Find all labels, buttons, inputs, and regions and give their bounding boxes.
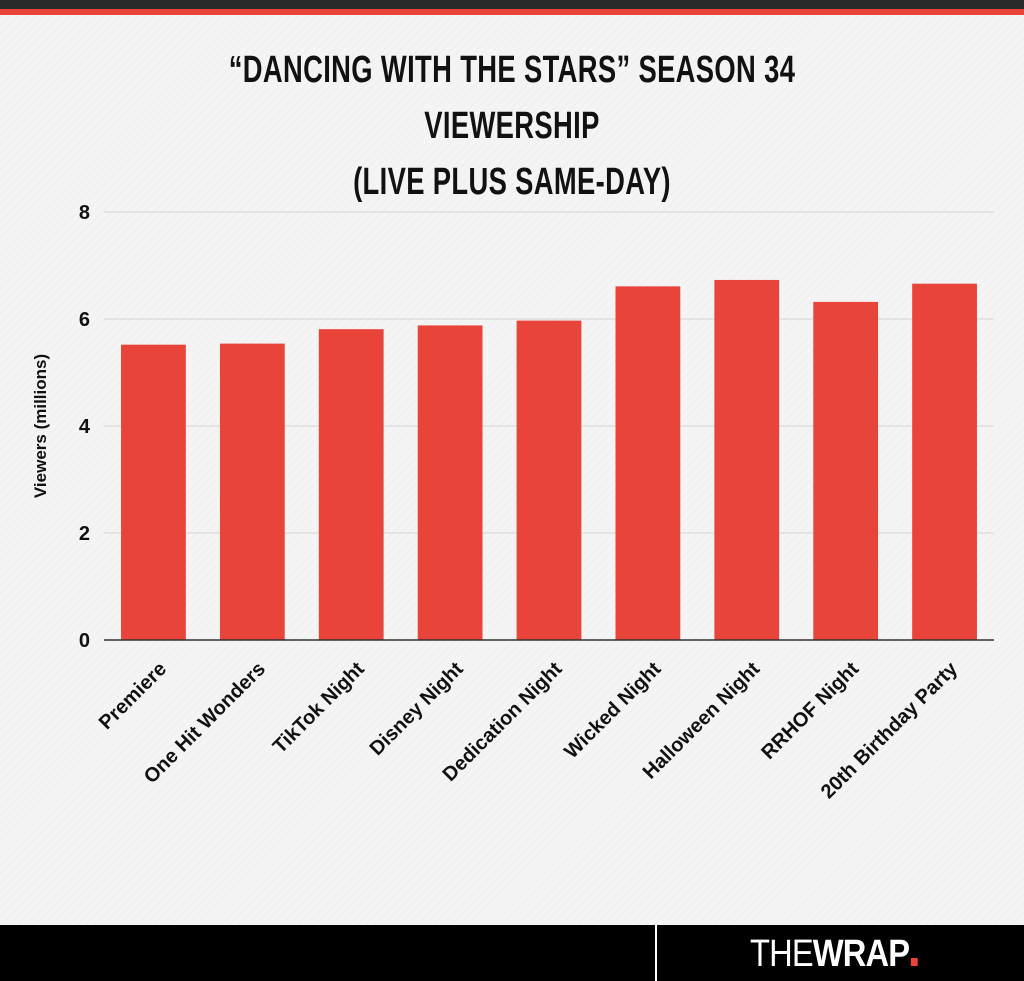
x-tick-label: Disney Night (366, 658, 468, 760)
bar (417, 325, 483, 640)
bar (813, 301, 879, 640)
y-tick-label: 6 (79, 309, 90, 331)
bar (516, 320, 582, 640)
x-tick-label: Wicked Night (560, 658, 665, 763)
bar (219, 343, 285, 640)
y-axis-label: Viewers (millions) (31, 354, 50, 498)
bar (615, 286, 681, 640)
x-tick-label: RRHOF Night (757, 658, 863, 764)
footer-divider (655, 925, 657, 981)
bar (318, 329, 384, 640)
y-tick-label: 0 (79, 630, 90, 652)
thewrap-logo[interactable]: THEWRAP (750, 935, 918, 973)
y-tick-label: 2 (79, 523, 90, 545)
x-tick-label: Premiere (95, 658, 171, 734)
top-accent-bar (0, 9, 1024, 15)
top-dark-bar (0, 0, 1024, 9)
logo-wrap-text: WRAP (812, 933, 910, 975)
y-tick-label: 8 (79, 202, 90, 224)
x-tick-label: TikTok Night (269, 658, 369, 758)
chart-title-line1: “DANCING WITH THE STARS” SEASON 34 VIEWE… (228, 49, 796, 147)
chart-title: “DANCING WITH THE STARS” SEASON 34 VIEWE… (143, 42, 880, 210)
logo-dot-icon (910, 958, 918, 966)
footer-bar: THEWRAP (0, 925, 1024, 981)
bar (912, 283, 977, 640)
logo-the-text: THE (750, 933, 814, 975)
bar (714, 279, 780, 640)
y-tick-label: 4 (79, 416, 91, 438)
chart-title-line2: (LIVE PLUS SAME-DAY) (353, 161, 671, 203)
bar (121, 344, 186, 640)
